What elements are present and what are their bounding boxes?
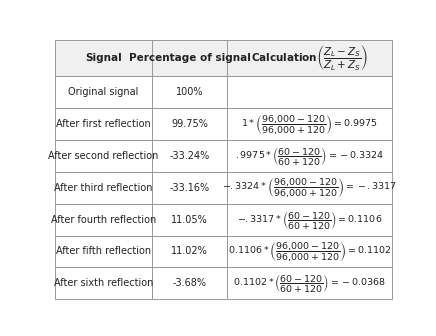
Bar bbox=[153, 236, 227, 267]
Bar bbox=[227, 140, 392, 172]
Bar bbox=[54, 140, 153, 172]
Text: -3.68%: -3.68% bbox=[173, 278, 207, 288]
Text: -33.24%: -33.24% bbox=[170, 151, 210, 161]
Bar bbox=[153, 204, 227, 236]
Bar bbox=[54, 76, 153, 108]
Bar bbox=[153, 108, 227, 140]
Text: $1*\left(\dfrac{96{,}000-120}{96{,}000+120}\right) = 0.9975$: $1*\left(\dfrac{96{,}000-120}{96{,}000+1… bbox=[241, 113, 378, 136]
Text: Percentage of signal: Percentage of signal bbox=[129, 53, 251, 63]
Text: $0.1106*\left(\dfrac{96{,}000-120}{96{,}000+120}\right) = 0.1102$: $0.1106*\left(\dfrac{96{,}000-120}{96{,}… bbox=[228, 240, 392, 263]
Text: Original signal: Original signal bbox=[68, 87, 139, 97]
Text: 100%: 100% bbox=[176, 87, 204, 97]
Bar bbox=[54, 236, 153, 267]
Text: $0.1102*\left(\dfrac{60-120}{60+120}\right) = -0.0368$: $0.1102*\left(\dfrac{60-120}{60+120}\rig… bbox=[233, 272, 386, 294]
Bar bbox=[54, 267, 153, 299]
Bar bbox=[227, 76, 392, 108]
Bar bbox=[153, 140, 227, 172]
Text: -33.16%: -33.16% bbox=[170, 183, 210, 193]
Bar bbox=[153, 172, 227, 204]
Bar bbox=[54, 40, 153, 76]
Text: After second reflection: After second reflection bbox=[48, 151, 159, 161]
Bar bbox=[153, 76, 227, 108]
Bar bbox=[227, 236, 392, 267]
Bar bbox=[227, 40, 392, 76]
Text: $-.3317*\left(\dfrac{60-120}{60+120}\right) = 0.1106$: $-.3317*\left(\dfrac{60-120}{60+120}\rig… bbox=[237, 209, 382, 230]
Bar bbox=[54, 204, 153, 236]
Bar bbox=[54, 108, 153, 140]
Text: After fourth reflection: After fourth reflection bbox=[51, 215, 156, 224]
Text: $-.3324*\left(\dfrac{96{,}000-120}{96{,}000+120}\right) = -.3317$: $-.3324*\left(\dfrac{96{,}000-120}{96{,}… bbox=[222, 176, 397, 199]
Text: 11.02%: 11.02% bbox=[171, 246, 208, 256]
Bar bbox=[227, 204, 392, 236]
Bar bbox=[54, 172, 153, 204]
Bar bbox=[227, 172, 392, 204]
Text: Signal: Signal bbox=[85, 53, 122, 63]
Bar bbox=[227, 267, 392, 299]
Text: After sixth reflection: After sixth reflection bbox=[54, 278, 153, 288]
Text: $.9975*\left(\dfrac{60-120}{60+120}\right) = -0.3324$: $.9975*\left(\dfrac{60-120}{60+120}\righ… bbox=[235, 145, 384, 167]
Text: After first reflection: After first reflection bbox=[56, 119, 151, 129]
Text: $\mathbf{Calculation}\left(\dfrac{Z_L-Z_S}{Z_L+Z_S}\right)$: $\mathbf{Calculation}\left(\dfrac{Z_L-Z_… bbox=[251, 43, 368, 72]
Bar bbox=[153, 267, 227, 299]
Text: After fifth reflection: After fifth reflection bbox=[56, 246, 151, 256]
Text: 99.75%: 99.75% bbox=[171, 119, 208, 129]
Text: 11.05%: 11.05% bbox=[171, 215, 208, 224]
Text: After third reflection: After third reflection bbox=[54, 183, 153, 193]
Bar bbox=[227, 108, 392, 140]
Bar bbox=[153, 40, 227, 76]
